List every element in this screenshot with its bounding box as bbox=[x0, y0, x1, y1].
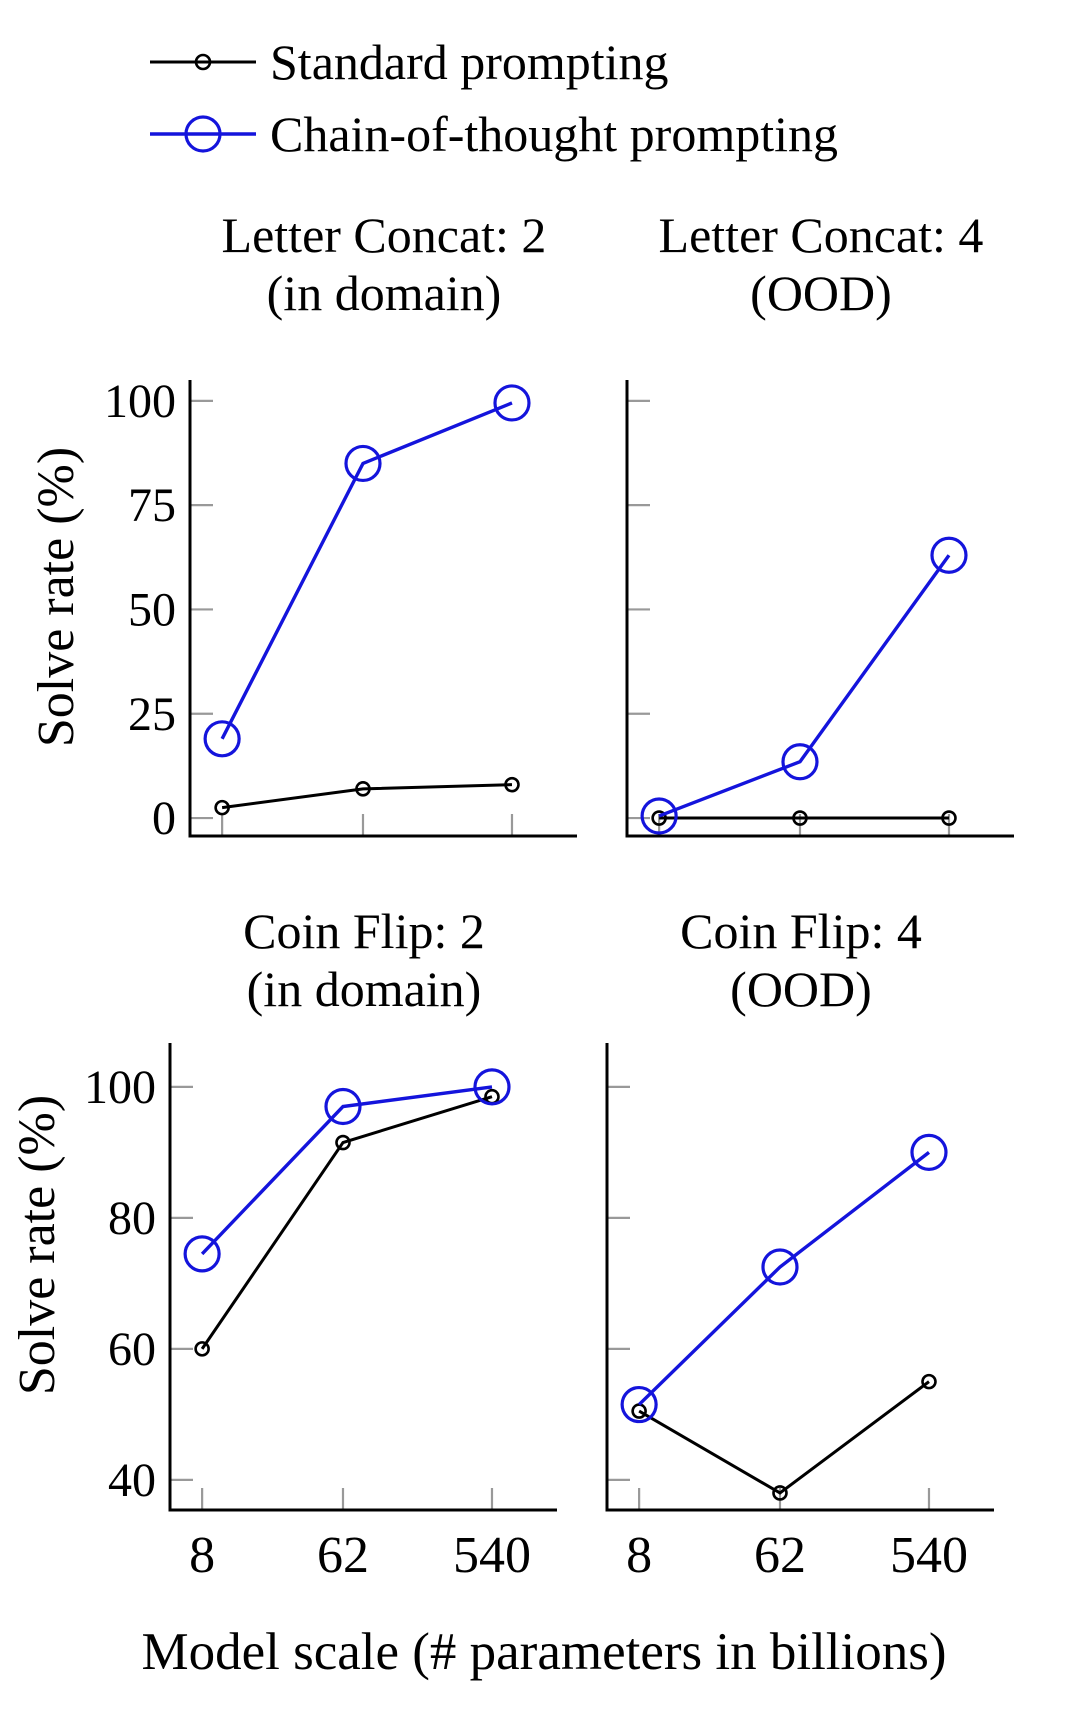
series-line-standard-prompting bbox=[200, 1095, 493, 1350]
subplot-title-coin-flip-4: Coin Flip: 4 (OOD) bbox=[541, 902, 1061, 1018]
y-tick-label: 50 bbox=[128, 583, 176, 636]
data-point-chain-of-thought-prompting bbox=[324, 1087, 362, 1126]
x-tick-label: 62 bbox=[317, 1527, 369, 1584]
y-tick-label: 100 bbox=[104, 375, 176, 428]
subtitle-line: (OOD) bbox=[730, 961, 872, 1017]
x-tick-label: 540 bbox=[453, 1527, 531, 1584]
data-point-standard-prompting bbox=[651, 810, 667, 826]
subtitle-line: (in domain) bbox=[246, 961, 482, 1017]
x-tick-label: 540 bbox=[890, 1527, 968, 1584]
title-line: Letter Concat: 2 bbox=[221, 207, 547, 263]
data-point-standard-prompting bbox=[921, 1373, 937, 1390]
data-point-standard-prompting bbox=[941, 810, 957, 826]
series-line-chain-of-thought-prompting bbox=[658, 554, 951, 818]
subplot-title-coin-flip-2: Coin Flip: 2 (in domain) bbox=[104, 902, 624, 1018]
data-point-standard-prompting bbox=[792, 810, 808, 826]
data-point-standard-prompting bbox=[631, 1403, 647, 1419]
data-point-chain-of-thought-prompting bbox=[620, 1385, 658, 1424]
legend: Standard prompting Chain-of-thought prom… bbox=[150, 26, 838, 170]
legend-item-standard-prompting: Standard prompting bbox=[150, 26, 838, 98]
legend-item-chain-of-thought: Chain-of-thought prompting bbox=[150, 98, 838, 170]
data-point-chain-of-thought-prompting bbox=[493, 384, 531, 422]
y-tick-label: 40 bbox=[108, 1454, 156, 1507]
x-tick-label: 8 bbox=[626, 1527, 652, 1584]
subtitle-line: (OOD) bbox=[750, 265, 892, 321]
series-line-chain-of-thought-prompting bbox=[220, 401, 513, 740]
data-point-chain-of-thought-prompting bbox=[930, 536, 968, 574]
data-point-standard-prompting bbox=[504, 776, 520, 793]
y-tick-label: 0 bbox=[152, 792, 176, 845]
standard-line-marker-swatch bbox=[150, 53, 256, 71]
data-point-chain-of-thought-prompting bbox=[910, 1133, 948, 1171]
data-point-standard-prompting bbox=[335, 1134, 351, 1151]
x-tick-label: 8 bbox=[189, 1527, 215, 1584]
subplot-title-letter-concat-2: Letter Concat: 2 (in domain) bbox=[124, 206, 644, 322]
chain-of-thought-line-marker-swatch bbox=[150, 115, 256, 153]
plot-coin-flip-2-in-domain: 40 60 80 100 8 62 540 bbox=[84, 1043, 557, 1584]
legend-label-standard-prompting: Standard prompting bbox=[270, 34, 669, 90]
x-axis-label: Model scale (# parameters in billions) bbox=[141, 1623, 947, 1681]
legend-label-chain-of-thought: Chain-of-thought prompting bbox=[270, 106, 838, 162]
y-tick-label: 80 bbox=[108, 1192, 156, 1245]
y-tick-label: 25 bbox=[128, 688, 176, 741]
y-tick-label: 100 bbox=[84, 1061, 156, 1114]
y-tick-label: 60 bbox=[108, 1323, 156, 1376]
title-line: Letter Concat: 4 bbox=[658, 207, 984, 263]
data-point-standard-prompting bbox=[772, 1485, 788, 1501]
data-point-chain-of-thought-prompting bbox=[203, 720, 241, 758]
plot-letter-concat-4-ood bbox=[625, 380, 1014, 838]
data-point-standard-prompting bbox=[194, 1341, 210, 1357]
data-point-chain-of-thought-prompting bbox=[344, 444, 382, 483]
data-point-chain-of-thought-prompting bbox=[761, 1248, 799, 1286]
plot-coin-flip-4-ood: 8 62 540 bbox=[605, 1043, 994, 1584]
series-line-chain-of-thought-prompting bbox=[637, 1151, 931, 1406]
data-point-chain-of-thought-prompting bbox=[781, 743, 819, 781]
series-line-standard-prompting bbox=[221, 783, 513, 810]
title-line: Coin Flip: 2 bbox=[243, 903, 485, 959]
data-point-standard-prompting bbox=[214, 799, 230, 816]
plot-letter-concat-2-in-domain: 0 25 50 75 100 bbox=[104, 375, 577, 845]
title-line: Coin Flip: 4 bbox=[680, 903, 922, 959]
data-point-chain-of-thought-prompting bbox=[183, 1235, 221, 1273]
subtitle-line: (in domain) bbox=[266, 265, 502, 321]
series-line-standard-prompting bbox=[638, 1380, 930, 1495]
subplot-title-letter-concat-4: Letter Concat: 4 (OOD) bbox=[561, 206, 1081, 322]
data-point-chain-of-thought-prompting bbox=[640, 797, 678, 835]
data-point-chain-of-thought-prompting bbox=[473, 1068, 511, 1106]
series-line-chain-of-thought-prompting bbox=[200, 1085, 493, 1256]
x-tick-label: 62 bbox=[754, 1527, 806, 1584]
data-point-standard-prompting bbox=[355, 781, 371, 797]
y-tick-label: 75 bbox=[128, 479, 176, 532]
